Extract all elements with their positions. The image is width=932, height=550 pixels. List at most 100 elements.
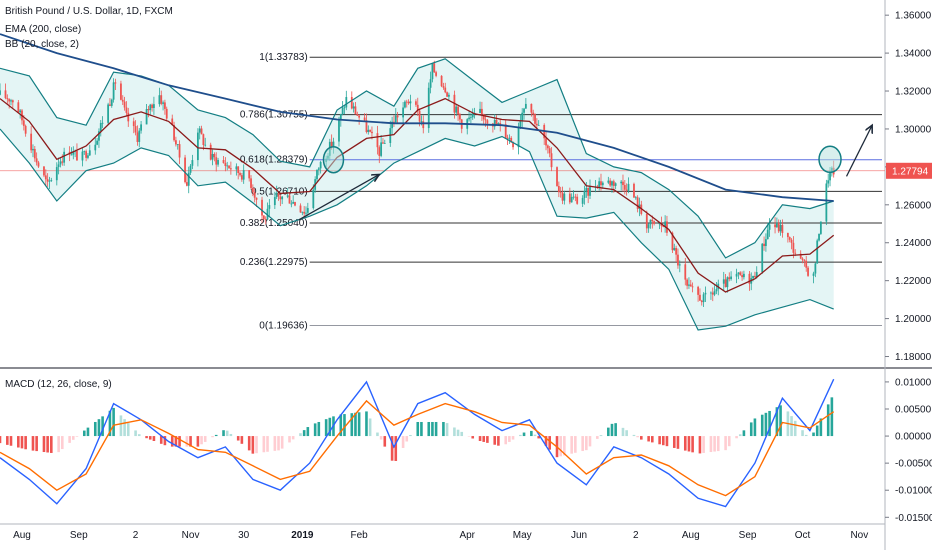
candle-body (801, 258, 804, 260)
macd-histogram-bar (420, 421, 423, 437)
macd-histogram-bar (93, 421, 97, 437)
macd-histogram-bar (229, 433, 233, 437)
time-axis-label: Aug (682, 530, 700, 541)
macd-histogram-bar (9, 436, 13, 446)
macd-histogram-bar (255, 436, 258, 454)
macd-histogram-bar (225, 430, 229, 437)
time-axis-label: 2 (633, 530, 639, 541)
candle-body (107, 104, 110, 123)
candle-body (765, 239, 767, 247)
candle-body (737, 272, 740, 274)
candle-body (653, 221, 656, 224)
candle-body (816, 240, 819, 264)
candle-body (43, 166, 45, 176)
macd-histogram-bar (804, 434, 808, 437)
macd-histogram-bar (460, 431, 464, 437)
time-axis-label: May (513, 530, 532, 541)
macd-histogram-bar (497, 436, 500, 446)
macd-histogram-bar (126, 422, 130, 437)
candle-body (495, 119, 498, 125)
macd-histogram-bar (768, 410, 771, 437)
macd-histogram-bar (621, 427, 625, 437)
candle-body (281, 196, 284, 200)
candle-body (752, 275, 754, 279)
candle-body (48, 180, 51, 182)
macd-histogram-bar (467, 436, 471, 437)
macd-histogram-bar (31, 436, 35, 451)
candle-body (10, 100, 12, 102)
macd-histogram-bar (163, 436, 167, 446)
macd-histogram-bar (211, 436, 214, 438)
candle-body (242, 170, 245, 180)
candle-body (524, 103, 527, 109)
candle-body (774, 224, 776, 228)
macd-histogram-bar (812, 432, 815, 437)
candle-body (557, 186, 560, 193)
candle-body (607, 180, 610, 183)
candle-body (371, 131, 373, 134)
macd-histogram-bar (563, 436, 566, 456)
macd-histogram-bar (324, 419, 328, 437)
candle-body (380, 142, 383, 156)
candle-body (743, 273, 745, 278)
macd-histogram-bar (137, 434, 141, 437)
candle-body (739, 272, 742, 276)
macd-histogram-bar (691, 436, 694, 453)
candle-body (517, 126, 520, 148)
price-axis-tick-label: 1.26000 (895, 200, 932, 211)
time-axis-label: Oct (795, 530, 811, 541)
candle-body (330, 141, 333, 147)
macd-histogram-bar (306, 427, 310, 437)
candle-body (63, 151, 66, 163)
candle-body (435, 72, 437, 76)
candle-body (470, 117, 472, 119)
time-axis-label: Sep (739, 530, 757, 541)
candle-body (215, 157, 218, 165)
price-axis-tick-label: 1.30000 (895, 124, 932, 135)
candle-body (32, 148, 34, 151)
macd-axis-tick-label: -0.00500 (895, 459, 932, 470)
bollinger-band-area (0, 58, 834, 331)
macd-histogram-bar (302, 430, 306, 437)
macd-histogram-bar (6, 436, 9, 445)
candle-body (530, 103, 533, 113)
bollinger-middle-line (0, 97, 835, 293)
candle-body (807, 267, 809, 276)
candle-body (713, 291, 716, 295)
macd-histogram-bar (738, 434, 742, 437)
macd-histogram-bar (339, 414, 343, 437)
macd-histogram-bar (203, 436, 207, 442)
fib-level-label: 0.618(1.28379) (240, 155, 308, 166)
macd-histogram-bar (152, 436, 156, 441)
candle-body (24, 125, 27, 134)
candle-body (523, 108, 525, 113)
time-axis-label: 30 (238, 530, 250, 541)
axes: 1.360001.340001.320001.300001.280001.260… (13, 11, 932, 541)
candle-body (19, 110, 22, 113)
candle-body (127, 112, 130, 122)
macd-histogram-bar (170, 436, 174, 447)
macd-label: MACD (12, 26, close, 9) (5, 379, 112, 390)
candle-body (319, 161, 322, 169)
candle-body (96, 140, 99, 145)
candle-body (433, 63, 436, 73)
candle-body (198, 128, 201, 133)
macd-histogram-bar (493, 436, 497, 445)
candle-body (189, 165, 192, 173)
candle-body (444, 87, 447, 93)
candle-body (171, 118, 174, 126)
macd-histogram-bar (640, 436, 643, 440)
candle-body (662, 225, 665, 227)
candle-body (59, 161, 62, 165)
macd-histogram-bar (350, 413, 354, 437)
candle-body (775, 222, 778, 228)
candle-body (72, 151, 75, 155)
time-axis-label: Apr (459, 530, 475, 541)
macd-histogram-bar (456, 429, 460, 437)
macd-histogram-bar (368, 418, 372, 437)
macd-histogram-bar (760, 414, 764, 437)
macd-histogram-bar (222, 430, 225, 437)
candle-body (431, 63, 434, 80)
candle-body (711, 292, 714, 295)
